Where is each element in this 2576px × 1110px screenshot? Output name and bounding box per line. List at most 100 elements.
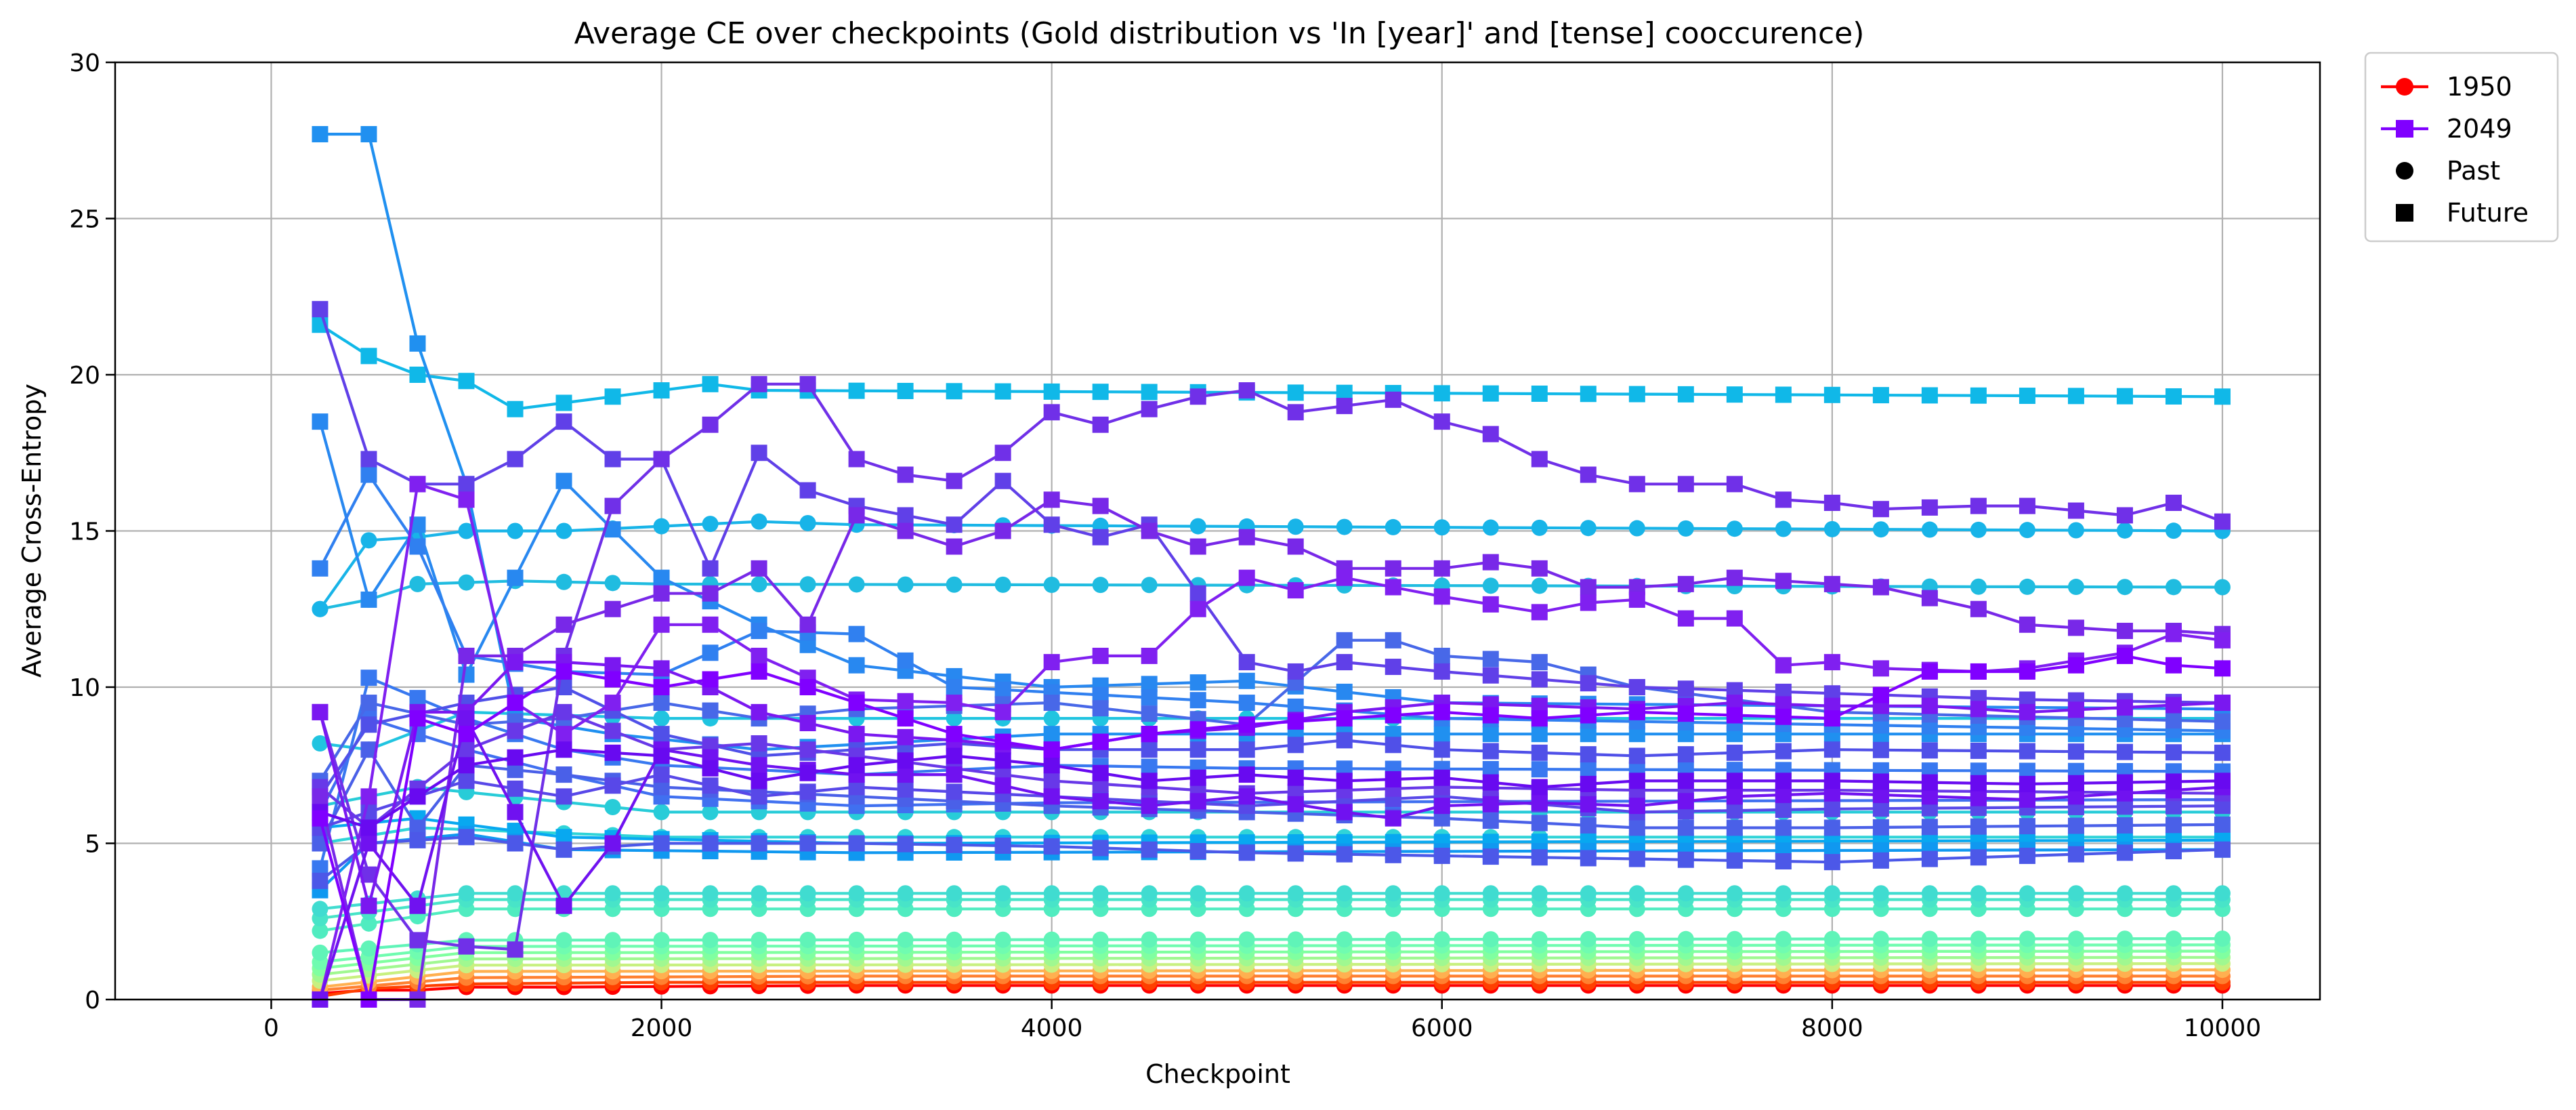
data-point <box>1385 659 1401 676</box>
data-point <box>1238 654 1255 671</box>
data-point <box>1823 773 1840 789</box>
data-point <box>1677 575 1694 592</box>
data-point <box>1677 680 1694 697</box>
data-point <box>2116 647 2133 664</box>
data-point <box>2214 816 2231 833</box>
data-point <box>946 885 963 902</box>
data-point <box>1872 521 1889 538</box>
data-point <box>1238 382 1255 399</box>
data-point <box>799 885 816 902</box>
data-point <box>1336 732 1353 749</box>
series-line <box>318 482 2223 1000</box>
series-line <box>318 308 2223 705</box>
data-point <box>1189 388 1206 405</box>
series-line <box>320 892 2222 911</box>
data-point <box>2019 818 2035 835</box>
legend-marker <box>2396 162 2413 180</box>
data-point <box>897 652 914 669</box>
data-point <box>1531 577 1548 594</box>
data-point <box>312 126 329 143</box>
data-point <box>946 679 963 695</box>
data-point <box>1482 726 1499 743</box>
data-point <box>751 757 767 774</box>
data-point <box>1287 931 1304 948</box>
data-point <box>653 932 670 949</box>
x-tick-label: 10000 <box>2184 1014 2262 1042</box>
data-point <box>799 835 816 852</box>
data-point <box>2116 699 2133 716</box>
data-point <box>507 835 524 852</box>
data-point <box>994 681 1011 698</box>
data-point <box>2165 744 2182 761</box>
data-point <box>1531 671 1548 688</box>
series-line <box>320 968 2223 989</box>
data-point <box>2116 579 2133 596</box>
data-point <box>2019 743 2035 760</box>
legend-marker <box>2396 120 2413 138</box>
data-point <box>2067 579 2084 596</box>
ticks: 0 2000 4000 6000 8000 10000 0 5 10 15 20 25 30 <box>69 49 2261 1042</box>
data-point <box>1043 383 1060 400</box>
data-point <box>1775 801 1792 818</box>
series-8 <box>312 930 2231 961</box>
data-point <box>1677 793 1694 810</box>
data-point <box>312 703 329 720</box>
data-point <box>702 644 719 661</box>
data-point <box>360 466 377 483</box>
y-tick-label: 25 <box>69 206 100 234</box>
data-point <box>1921 774 1938 791</box>
data-point <box>994 445 1011 461</box>
data-point <box>2019 930 2035 947</box>
data-point <box>1531 451 1548 468</box>
data-point <box>946 576 963 593</box>
data-point <box>1677 705 1694 722</box>
data-point <box>702 885 719 902</box>
series-line <box>318 498 2223 1002</box>
data-point <box>360 670 377 686</box>
data-point <box>1628 885 1645 902</box>
data-point <box>751 560 767 577</box>
data-point <box>1970 521 1987 538</box>
data-point <box>555 413 572 430</box>
data-point <box>312 944 329 961</box>
data-point <box>2165 885 2182 902</box>
series-line <box>320 981 2222 998</box>
data-point <box>1433 703 1450 720</box>
data-point <box>1482 774 1499 791</box>
data-point <box>1385 518 1401 535</box>
series-line <box>318 676 2223 869</box>
series-line <box>320 710 2222 752</box>
data-point <box>848 726 865 743</box>
data-point <box>751 773 767 789</box>
data-point <box>1043 788 1060 805</box>
data-point <box>1189 600 1206 617</box>
data-point <box>312 560 329 577</box>
data-point <box>1336 398 1353 415</box>
data-point <box>2214 885 2231 902</box>
data-point <box>1189 538 1206 555</box>
data-point <box>1726 773 1743 789</box>
data-point <box>799 514 816 531</box>
data-point <box>409 367 426 383</box>
data-point <box>2214 388 2231 405</box>
data-point <box>994 703 1011 720</box>
data-point <box>2165 522 2182 539</box>
data-point <box>1092 577 1109 594</box>
data-point <box>555 522 572 539</box>
data-point <box>360 451 377 468</box>
data-point <box>1872 930 1889 947</box>
data-point <box>1433 726 1450 743</box>
data-point <box>1970 578 1987 595</box>
data-point <box>507 749 524 766</box>
data-point <box>897 576 914 593</box>
data-point <box>1433 847 1450 864</box>
data-point <box>1775 773 1792 789</box>
data-point <box>1141 931 1158 948</box>
data-point <box>1433 885 1450 902</box>
data-point <box>1677 520 1694 537</box>
data-point <box>1433 647 1450 664</box>
x-tick-label: 0 <box>263 1014 279 1042</box>
data-point <box>848 657 865 674</box>
data-point <box>799 715 816 732</box>
data-point <box>1775 819 1792 836</box>
